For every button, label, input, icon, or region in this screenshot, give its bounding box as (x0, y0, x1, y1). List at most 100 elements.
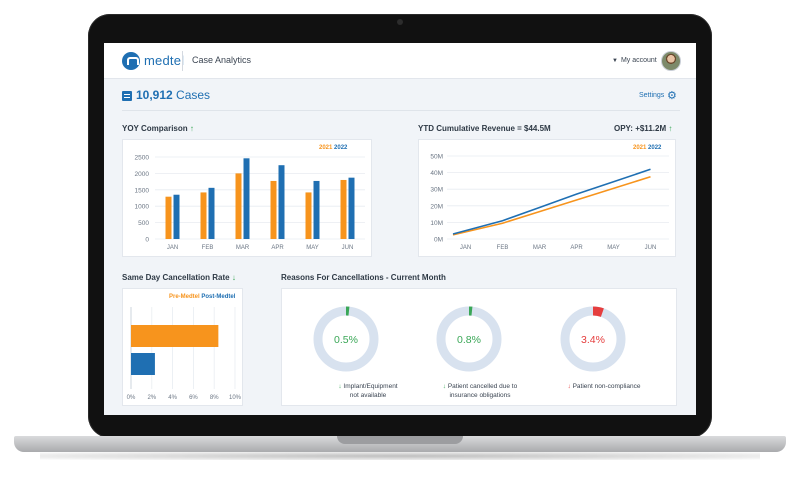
my-account-label: My account (620, 57, 657, 64)
x-tick-label: JAN (167, 245, 178, 251)
my-account-menu[interactable]: ▼ My account (612, 57, 657, 64)
bar-2022-mar (243, 158, 250, 239)
arrow-down-icon: ↓ (442, 383, 447, 390)
y-tick-label: 2000 (135, 171, 150, 178)
header-divider (122, 110, 680, 111)
x-tick-label: FEB (202, 245, 214, 251)
yoy-card: 2021 2022 2500 2000 1500 1000 500 0 JAN FEB MAR A… (122, 139, 372, 257)
y-tick-label: 0 (145, 237, 149, 244)
legend-item-2022: 2022 (334, 145, 348, 151)
x-tick-label: 4% (168, 395, 177, 401)
donut-value: 0.8% (457, 334, 481, 346)
opy-text: OPY: +$11.2M (614, 124, 667, 133)
reasons-card: 0.5% 0.8% 3.4% ↓ Implant/Equipment not avai… (281, 288, 677, 406)
y-tick-label: 2500 (135, 155, 150, 162)
bar-2022-apr (278, 165, 285, 239)
app-screen: medtel Case Analytics ▼ My account 10,912… (104, 43, 696, 415)
bar-2022-jun (348, 177, 355, 239)
laptop-notch (337, 436, 463, 444)
legend-item-post: Post-Medtel (201, 294, 236, 300)
y-tick-label: 40M (430, 170, 443, 177)
y-tick-label: 30M (430, 187, 443, 194)
gear-icon[interactable]: ⚙ (667, 90, 677, 102)
y-tick-label: 20M (430, 203, 443, 210)
bar-2021-mar (235, 173, 242, 239)
x-tick-label: JAN (460, 245, 471, 251)
x-tick-label: 6% (189, 395, 198, 401)
cancel-rate-bar-chart: 0% 2% 4% 6% 8% 10% (127, 307, 242, 401)
reason-3-line1: Patient non-compliance (572, 383, 641, 390)
opy-value: OPY: +$11.2M ↑ (614, 124, 672, 133)
arrow-down-icon: ↓ (231, 273, 236, 282)
bar-2021-jan (165, 196, 172, 239)
cancel-rate-title-text: Same Day Cancellation Rate (122, 273, 230, 282)
x-tick-label: 0% (127, 395, 136, 401)
ytd-legend: 2021 2022 (633, 145, 661, 151)
y-tick-label: 0M (434, 237, 443, 244)
ytd-title: YTD Cumulative Revenue = $44.5M (418, 124, 551, 133)
legend-item-2021: 2021 (319, 145, 333, 151)
cancel-rate-card: Pre-Medtel Post-Medtel 0% 2% 4% 6% 8% 10% (122, 288, 243, 406)
bar-2021-feb (200, 192, 207, 239)
reason-label-1: ↓ Implant/Equipment not available (308, 383, 428, 401)
app-title: Case Analytics (192, 55, 252, 65)
y-tick-label: 500 (138, 220, 149, 227)
reason-1-line2: not available (349, 391, 387, 399)
reason-2-line1: Patient cancelled due to (447, 383, 518, 390)
ytd-line-chart: 50M 40M 30M 20M 10M 0M JAN FEB MAR APR MAY JUN (430, 154, 669, 251)
x-tick-label: 10% (229, 395, 242, 401)
x-tick-label: FEB (497, 245, 509, 251)
legend-item-pre: Pre-Medtel (169, 294, 200, 300)
laptop-shadow (40, 452, 760, 460)
x-tick-label: APR (570, 245, 583, 251)
avatar[interactable] (661, 51, 681, 71)
bar-pre-medtel (131, 325, 219, 347)
x-tick-label: JUN (645, 245, 657, 251)
bar-2021-may (305, 192, 312, 239)
x-tick-label: MAY (306, 245, 319, 251)
donut-value: 0.5% (334, 334, 358, 346)
bar-2021-apr (270, 180, 277, 239)
reason-2-line2: insurance obligations (449, 391, 511, 399)
bar-2021-jun (340, 179, 347, 239)
reasons-donuts: 0.5% 0.8% 3.4% (313, 306, 626, 372)
reasons-title: Reasons For Cancellations - Current Mont… (281, 273, 446, 282)
legend-item-2021: 2021 (633, 145, 647, 151)
x-tick-label: JUN (342, 245, 354, 251)
arrow-up-icon: ↑ (189, 124, 194, 133)
legend-item-2022: 2022 (648, 145, 662, 151)
y-tick-label: 50M (430, 154, 443, 161)
divider (182, 51, 183, 71)
x-tick-label: 2% (147, 395, 156, 401)
arrow-down-icon: ↓ (567, 383, 571, 390)
donut-segment (436, 306, 502, 372)
camera-icon (397, 19, 403, 25)
top-bar: medtel Case Analytics ▼ My account (104, 43, 696, 79)
x-tick-label: MAR (533, 245, 547, 251)
y-tick-label: 1000 (135, 204, 150, 211)
y-tick-label: 10M (430, 220, 443, 227)
yoy-bar-chart: 2500 2000 1500 1000 500 0 JAN FEB MAR APR MAY JUN (135, 155, 365, 251)
y-tick-label: 1500 (135, 187, 150, 194)
reason-label-2: ↓ Patient cancelled due to insurance obli… (420, 383, 540, 401)
cancel-rate-title: Same Day Cancellation Rate ↓ (122, 273, 236, 282)
arrow-up-icon: ↑ (668, 124, 673, 133)
reason-label-3: ↓ Patient non-compliance (544, 383, 664, 392)
cases-list-icon (122, 91, 132, 101)
settings-link[interactable]: Settings (639, 92, 665, 99)
laptop-base (14, 436, 786, 452)
x-tick-label: MAR (236, 245, 250, 251)
bar-post-medtel (131, 353, 155, 375)
chevron-down-icon: ▼ (612, 58, 618, 64)
cases-count: 10,912 (136, 88, 173, 102)
bar-2022-jan (173, 194, 180, 239)
logo-text[interactable]: medtel (144, 53, 185, 68)
bar-2022-may (313, 180, 320, 239)
cancel-rate-legend: Pre-Medtel Post-Medtel (169, 294, 235, 300)
reason-1-line1: Implant/Equipment (343, 383, 398, 390)
cases-label: Cases (176, 88, 211, 102)
bar-2022-feb (208, 187, 215, 239)
donut-segment (560, 306, 626, 372)
medtel-logo-icon[interactable] (122, 52, 140, 70)
x-tick-label: MAY (607, 245, 620, 251)
